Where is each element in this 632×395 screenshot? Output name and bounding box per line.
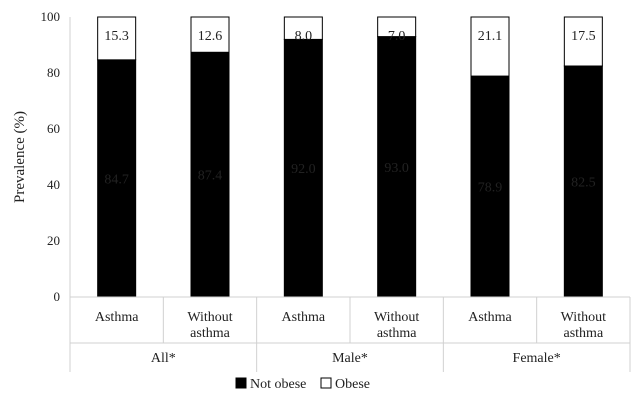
data-label: 8.0: [295, 29, 313, 44]
data-label: 82.5: [571, 176, 596, 191]
x-category-label: asthma: [190, 326, 230, 341]
x-category-label: Asthma: [282, 310, 326, 325]
x-category-label: Without: [187, 310, 232, 325]
data-labels: 84.7 15.3 87.4 12.6 92.0 8.0 93.0 7.0 78.9 21.1 82…: [104, 29, 595, 196]
y-tick-label: 20: [47, 233, 60, 248]
y-tick-label: 40: [47, 177, 60, 192]
x-category-label: asthma: [564, 326, 604, 341]
x-category-label: Asthma: [95, 310, 139, 325]
data-label: 17.5: [571, 29, 596, 44]
legend: Not obese Obese: [235, 377, 370, 392]
data-label: 87.4: [198, 169, 223, 184]
bars: [97, 16, 603, 298]
data-label: 84.7: [104, 172, 129, 187]
legend-swatch-obese: [320, 377, 332, 389]
data-label: 15.3: [104, 29, 129, 44]
data-label: 12.6: [198, 29, 223, 44]
x-category-label: Asthma: [468, 310, 512, 325]
y-tick-label: 80: [47, 65, 60, 80]
y-axis-label: Prevalence (%): [12, 111, 28, 203]
axes: 0 20 40 60 80 100: [41, 9, 71, 304]
x-category-label: Without: [374, 310, 419, 325]
y-tick-label: 60: [47, 121, 60, 136]
bar-segment-obese: [470, 16, 510, 77]
x-group-label: Female*: [513, 351, 561, 366]
x-category-label: Without: [561, 310, 606, 325]
bar-segment-obese: [563, 16, 603, 67]
y-tick-label: 100: [41, 9, 61, 24]
data-label: 7.0: [388, 29, 406, 44]
x-group-label: All*: [151, 351, 176, 366]
bar-segment-not-obese: [470, 75, 510, 298]
bar-segment-obese: [97, 16, 137, 61]
bar-segment-not-obese: [563, 65, 603, 298]
bar-segment-obese: [190, 16, 230, 53]
bar-segment-obese: [377, 16, 417, 38]
bar-segment-obese: [283, 16, 323, 40]
data-label: 92.0: [291, 162, 316, 177]
x-group-label: Male*: [332, 351, 368, 366]
legend-label-obese: Obese: [335, 377, 370, 392]
data-label: 21.1: [478, 29, 503, 44]
bar-segment-not-obese: [377, 36, 417, 298]
bar-segment-not-obese: [283, 38, 323, 298]
legend-swatch-not-obese: [235, 377, 247, 389]
data-label: 93.0: [384, 161, 409, 176]
y-tick-label: 0: [54, 289, 61, 304]
legend-label-not-obese: Not obese: [250, 377, 306, 392]
x-category-label: asthma: [377, 326, 417, 341]
data-label: 78.9: [478, 181, 503, 196]
